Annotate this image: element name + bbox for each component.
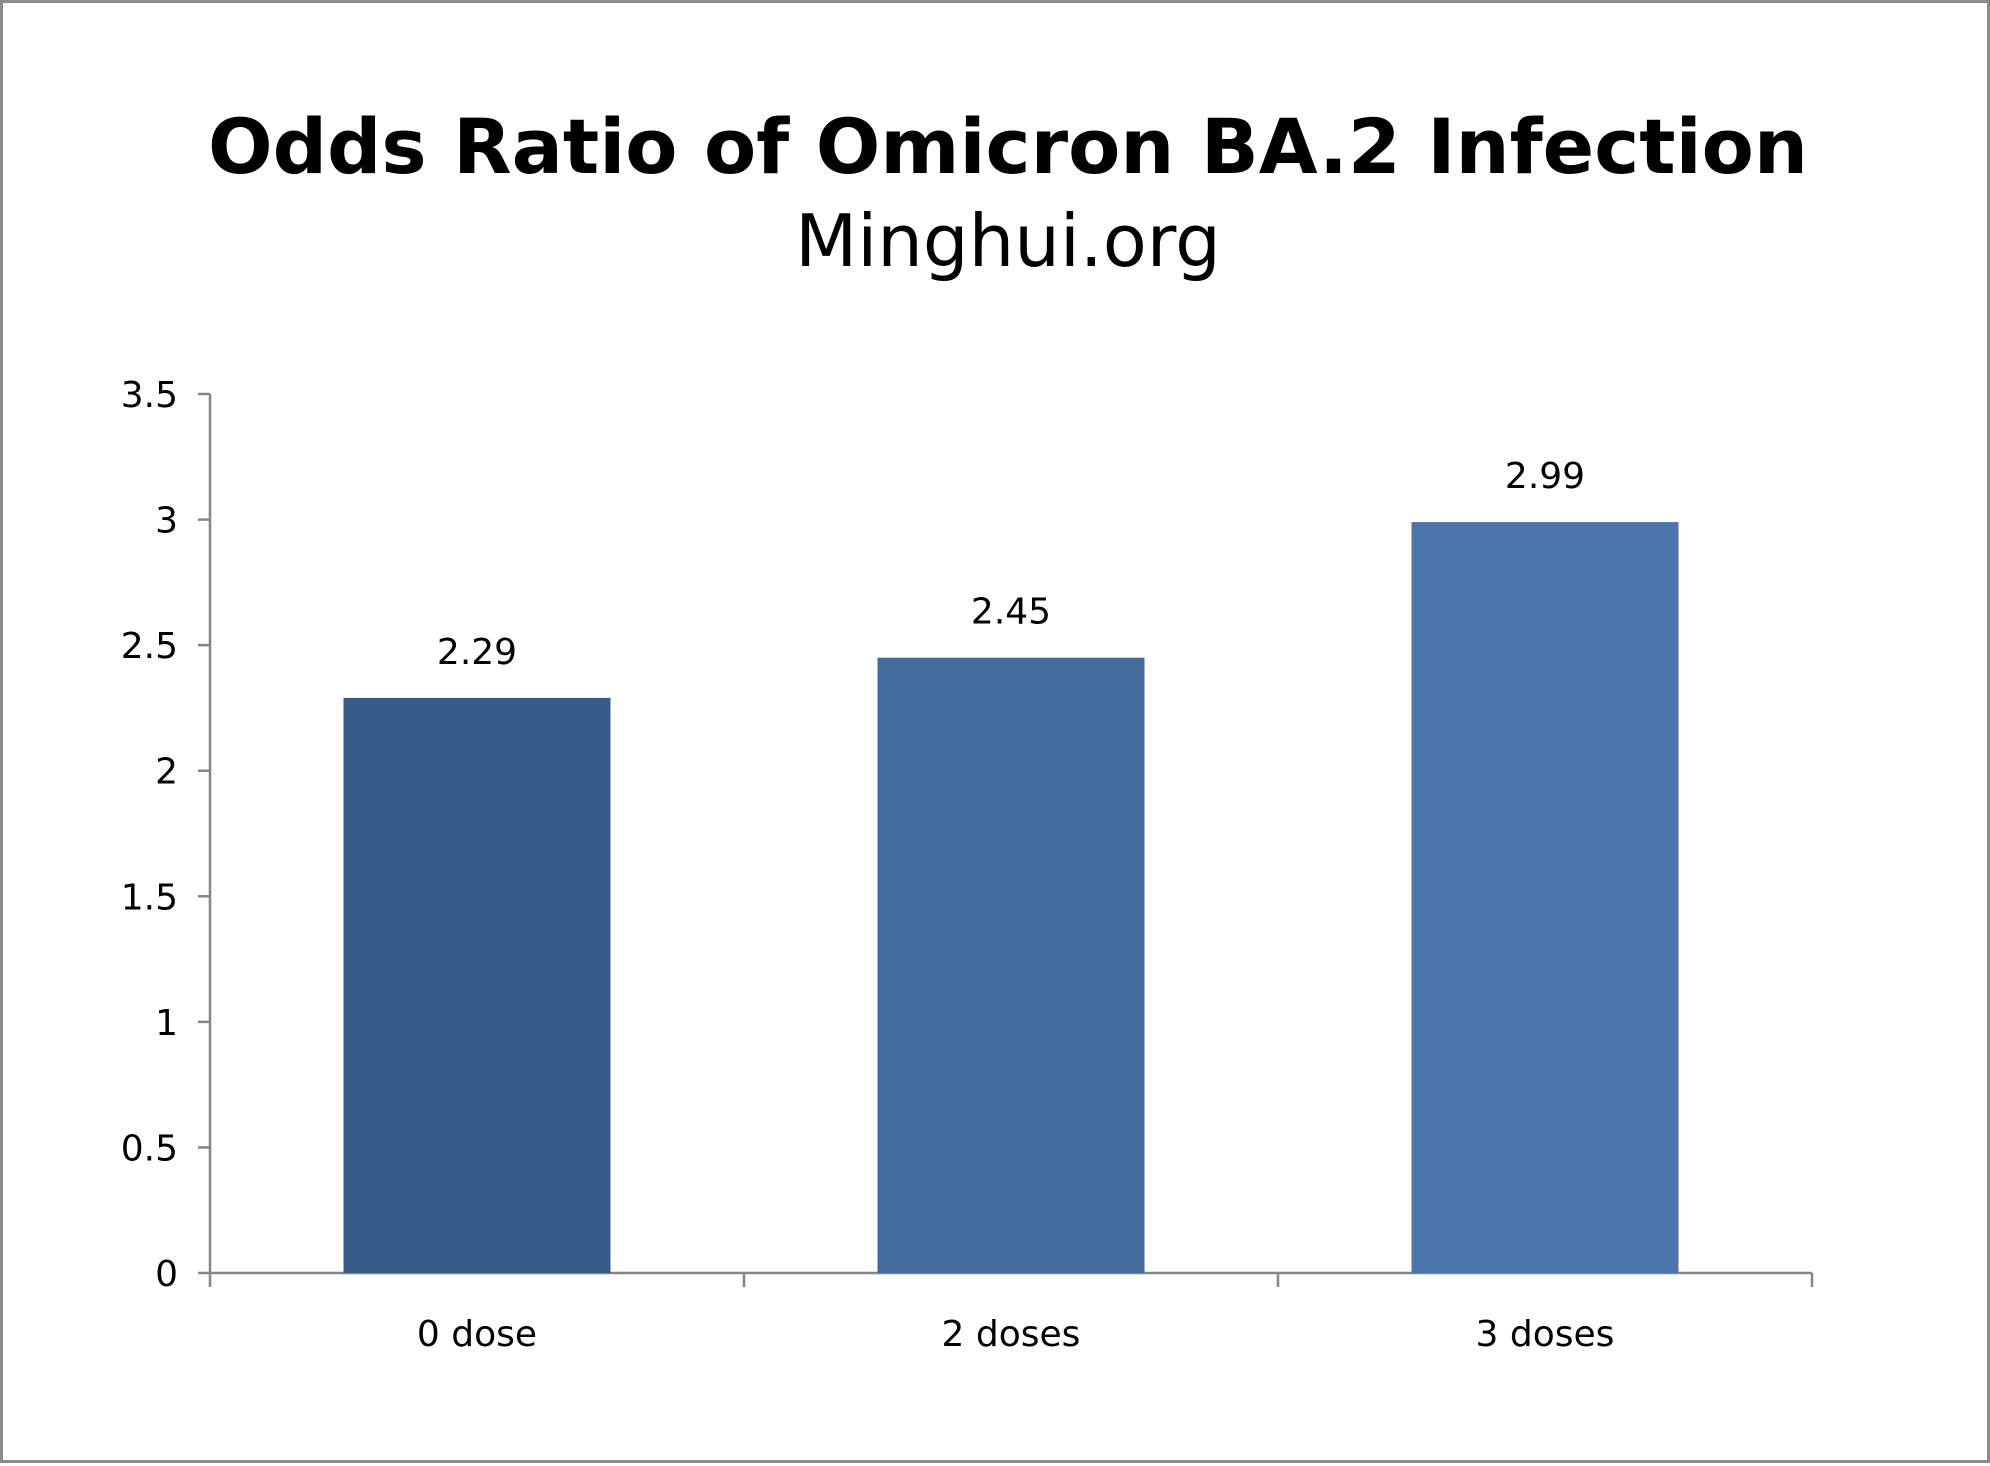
x-tick-label: 0 dose <box>417 1314 537 1355</box>
bar-0-dose <box>343 697 611 1273</box>
bar-3-doses <box>1411 522 1679 1273</box>
chart-subtitle: Minghui.org <box>795 199 1221 283</box>
y-tick-label: 0.5 <box>121 1128 178 1169</box>
y-tick-label: 3.5 <box>121 375 178 416</box>
x-tick-label: 3 doses <box>1476 1314 1615 1355</box>
y-tick-label: 2 <box>155 752 178 793</box>
data-label: 2.99 <box>1505 456 1585 497</box>
y-tick-label: 1.5 <box>121 877 178 918</box>
bar-chart: Odds Ratio of Omicron BA.2 Infection Min… <box>121 102 1814 1355</box>
data-label: 2.45 <box>971 592 1051 633</box>
y-tick-label: 0 <box>155 1254 178 1295</box>
bar-2-doses <box>877 657 1145 1273</box>
data-label: 2.29 <box>437 632 517 673</box>
y-tick-label: 3 <box>155 501 178 542</box>
x-tick-label: 2 doses <box>942 1314 1081 1355</box>
y-tick-label: 2.5 <box>121 626 178 667</box>
chart-title: Odds Ratio of Omicron BA.2 Infection <box>208 102 1808 191</box>
y-tick-label: 1 <box>155 1003 178 1044</box>
plot-area: 0 0.5 1 1.5 2 2.5 3 3.5 2.29 0 dose 2.45 2 doses 2.9… <box>121 375 1814 1355</box>
